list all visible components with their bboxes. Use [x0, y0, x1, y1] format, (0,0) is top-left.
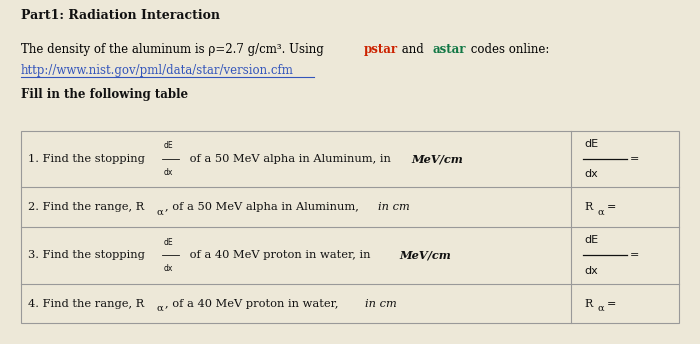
Point — [174, 253, 183, 257]
Text: and: and — [398, 43, 428, 56]
Text: R: R — [584, 202, 593, 212]
Text: http://www.nist.gov/pml/data/star/version.cfm: http://www.nist.gov/pml/data/star/versio… — [21, 64, 294, 77]
Text: 2. Find the range, R: 2. Find the range, R — [28, 202, 144, 212]
Point — [566, 129, 575, 133]
Text: , of a 40 MeV proton in water,: , of a 40 MeV proton in water, — [165, 299, 342, 309]
Text: 3. Find the stopping: 3. Find the stopping — [28, 250, 148, 260]
Point — [622, 253, 631, 257]
Text: dx: dx — [584, 170, 598, 180]
Text: dE: dE — [584, 235, 598, 245]
Text: =: = — [607, 299, 616, 309]
Text: dE: dE — [163, 238, 173, 247]
Point — [579, 157, 587, 161]
Text: dE: dE — [163, 141, 173, 151]
Text: , of a 50 MeV alpha in Aluminum,: , of a 50 MeV alpha in Aluminum, — [165, 202, 363, 212]
Point — [158, 157, 166, 161]
Text: α: α — [597, 304, 603, 313]
Text: dx: dx — [163, 168, 173, 177]
Text: The density of the aluminum is ρ=2.7 g/cm³. Using: The density of the aluminum is ρ=2.7 g/c… — [21, 43, 328, 56]
Text: 4. Find the range, R: 4. Find the range, R — [28, 299, 144, 309]
Point — [566, 321, 575, 325]
Text: R: R — [584, 299, 593, 309]
Text: Part1: Radiation Interaction: Part1: Radiation Interaction — [21, 9, 220, 22]
Point — [622, 157, 631, 161]
Text: codes online:: codes online: — [467, 43, 550, 56]
Text: MeV/cm: MeV/cm — [399, 250, 451, 261]
Text: pstar: pstar — [364, 43, 398, 56]
Text: dE: dE — [584, 139, 598, 149]
Text: Fill in the following table: Fill in the following table — [21, 88, 188, 101]
Text: in cm: in cm — [378, 202, 409, 212]
Point — [174, 157, 183, 161]
Text: MeV/cm: MeV/cm — [412, 154, 463, 164]
Text: α: α — [157, 304, 164, 313]
Text: =: = — [630, 250, 639, 260]
Text: of a 50 MeV alpha in Aluminum, in: of a 50 MeV alpha in Aluminum, in — [186, 154, 395, 164]
Text: dx: dx — [163, 264, 173, 273]
Text: =: = — [607, 202, 616, 212]
Text: 1. Find the stopping: 1. Find the stopping — [28, 154, 148, 164]
Point — [158, 253, 166, 257]
Text: dx: dx — [584, 266, 598, 276]
Text: α: α — [157, 208, 164, 217]
Point — [579, 253, 587, 257]
Text: α: α — [597, 208, 603, 217]
Text: of a 40 MeV proton in water, in: of a 40 MeV proton in water, in — [186, 250, 374, 260]
Text: =: = — [630, 154, 639, 164]
Text: in cm: in cm — [365, 299, 397, 309]
Text: astar: astar — [433, 43, 466, 56]
Bar — [21, 131, 679, 323]
